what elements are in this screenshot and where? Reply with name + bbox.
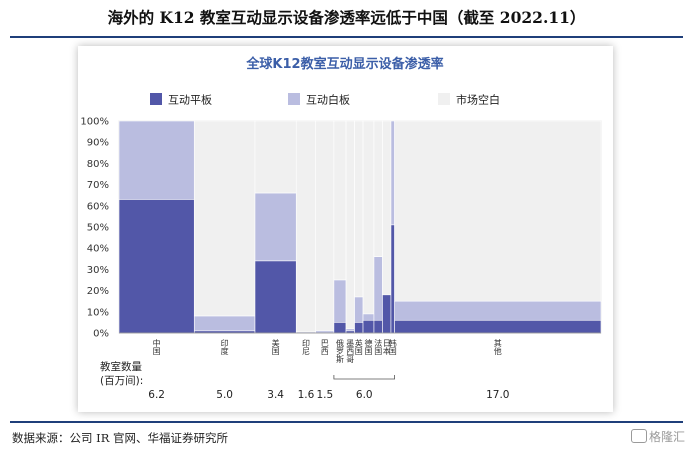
group-bracket-5 [333, 375, 396, 380]
legend-swatch-1 [288, 93, 300, 105]
y-tick-label-10: 100% [80, 117, 109, 128]
chart-card: 全球K12教室互动显示设备渗透率 互动平板 互动白板 市场空白 0% 10% 20% 30… [78, 46, 613, 412]
bar-panel-12 [394, 319, 602, 334]
x-tick-label-5: 俄罗斯 [335, 338, 344, 364]
title-rule [10, 36, 683, 38]
bar-whiteboard-1 [193, 315, 256, 332]
chart-svg: 全球K12教室互动显示设备渗透率 互动平板 互动白板 市场空白 0% 10% 20% 30… [80, 56, 602, 401]
width-labels: 教室数量(百万间): 6.2 5.0 3.4 1.6 1.5 6.0 17.0 [100, 360, 509, 401]
bar-panel-11 [390, 224, 395, 334]
bar-gap-8 [362, 120, 375, 315]
footer-rule [10, 421, 683, 423]
width-axis-label-1: (百万间): [100, 374, 143, 387]
bar-panel-0 [118, 199, 195, 334]
x-tick-label-8: 德国 [364, 338, 373, 356]
bar-gap-4 [315, 120, 335, 332]
bar-panel-10 [382, 294, 392, 334]
x-tick-label-1: 印度 [220, 339, 229, 356]
y-tick-label-2: 20% [87, 286, 109, 297]
bar-panel-7 [354, 322, 364, 334]
y-tick-label-5: 50% [87, 223, 109, 234]
x-tick-label-12: 其他 [493, 339, 502, 356]
width-value-1: 5.0 [216, 389, 233, 401]
x-tick-label-2: 美国 [271, 338, 280, 356]
page-title: 海外的 K12 教室互动显示设备渗透率远低于中国（截至 2022.11） [107, 8, 586, 27]
bar-whiteboard-0 [118, 120, 195, 200]
bar-gap-6 [345, 120, 355, 330]
bar-whiteboard-5 [333, 279, 347, 323]
x-tick-label-4: 巴西 [320, 339, 329, 356]
watermark-text: 格隆汇 [648, 430, 685, 444]
y-tick-label-3: 30% [87, 265, 109, 276]
x-tick-label-10: 日本 [382, 339, 391, 356]
x-tick-label-9: 法国 [374, 338, 383, 356]
x-tick-label-3: 印尼 [301, 339, 310, 356]
bar-gap-2 [254, 120, 297, 194]
chart-title: 全球K12教室互动显示设备渗透率 [245, 56, 443, 72]
y-tick-label-8: 80% [87, 159, 109, 170]
bar-whiteboard-11 [390, 120, 395, 226]
bar-whiteboard-8 [362, 313, 375, 321]
bars [118, 120, 602, 334]
width-value-0: 6.2 [148, 389, 165, 401]
bar-gap-7 [354, 120, 364, 298]
bar-whiteboard-7 [354, 296, 364, 323]
x-tick-label-0: 中国 [152, 338, 161, 356]
bar-whiteboard-9 [373, 256, 383, 321]
y-tick-label-0: 0% [93, 329, 109, 340]
width-value-6: 17.0 [486, 389, 509, 401]
bar-panel-2 [254, 260, 297, 334]
bar-whiteboard-6 [345, 328, 355, 332]
x-tick-label-11: 韩国 [388, 338, 397, 356]
watermark: 格隆汇 [630, 428, 685, 445]
bar-whiteboard-2 [254, 192, 297, 262]
width-axis-label-0: 教室数量 [100, 360, 142, 373]
bar-panel-9 [373, 319, 383, 334]
axes: 0% 10% 20% 30% 40% 50% 60% 70% 80% 90% 100% 中国 印度 美国 印… [80, 117, 601, 364]
legend-label-1: 互动白板 [306, 93, 350, 107]
bar-gap-5 [333, 120, 347, 281]
watermark-logo-icon [630, 429, 647, 443]
source-note: 数据来源：公司 IR 官网、华福证券研究所 [12, 431, 229, 445]
legend-label-2: 市场空白 [456, 93, 500, 107]
bar-gap-12 [394, 120, 602, 302]
bar-gap-9 [373, 120, 383, 257]
bar-panel-8 [362, 319, 375, 334]
legend: 互动平板 互动白板 市场空白 [150, 93, 500, 107]
width-value-4: 1.5 [316, 389, 333, 401]
legend-swatch-0 [150, 93, 162, 105]
bar-panel-5 [333, 322, 347, 334]
y-tick-label-6: 60% [87, 201, 109, 212]
legend-label-0: 互动平板 [168, 93, 212, 107]
width-value-2: 3.4 [267, 389, 284, 401]
bar-gap-3 [295, 120, 316, 333]
x-tick-label-6: 墨西哥 [346, 339, 355, 364]
y-tick-label-4: 40% [87, 244, 109, 255]
y-tick-label-7: 70% [87, 180, 109, 191]
bar-whiteboard-12 [394, 300, 602, 321]
bar-gap-10 [382, 120, 392, 296]
bar-gap-1 [193, 120, 256, 317]
legend-swatch-2 [438, 93, 450, 105]
y-tick-label-9: 90% [87, 138, 109, 149]
width-value-5: 6.0 [356, 389, 373, 401]
width-value-3: 1.6 [298, 389, 315, 401]
x-tick-label-7: 英国 [354, 338, 363, 356]
y-tick-label-1: 10% [87, 307, 109, 318]
